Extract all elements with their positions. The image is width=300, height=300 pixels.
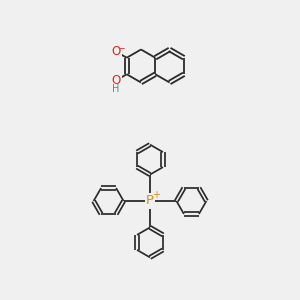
Text: H: H: [112, 84, 119, 94]
Text: −: −: [117, 43, 124, 52]
Text: +: +: [152, 190, 160, 200]
Text: O: O: [112, 74, 121, 87]
Text: O: O: [112, 45, 121, 58]
Text: P: P: [146, 194, 154, 208]
